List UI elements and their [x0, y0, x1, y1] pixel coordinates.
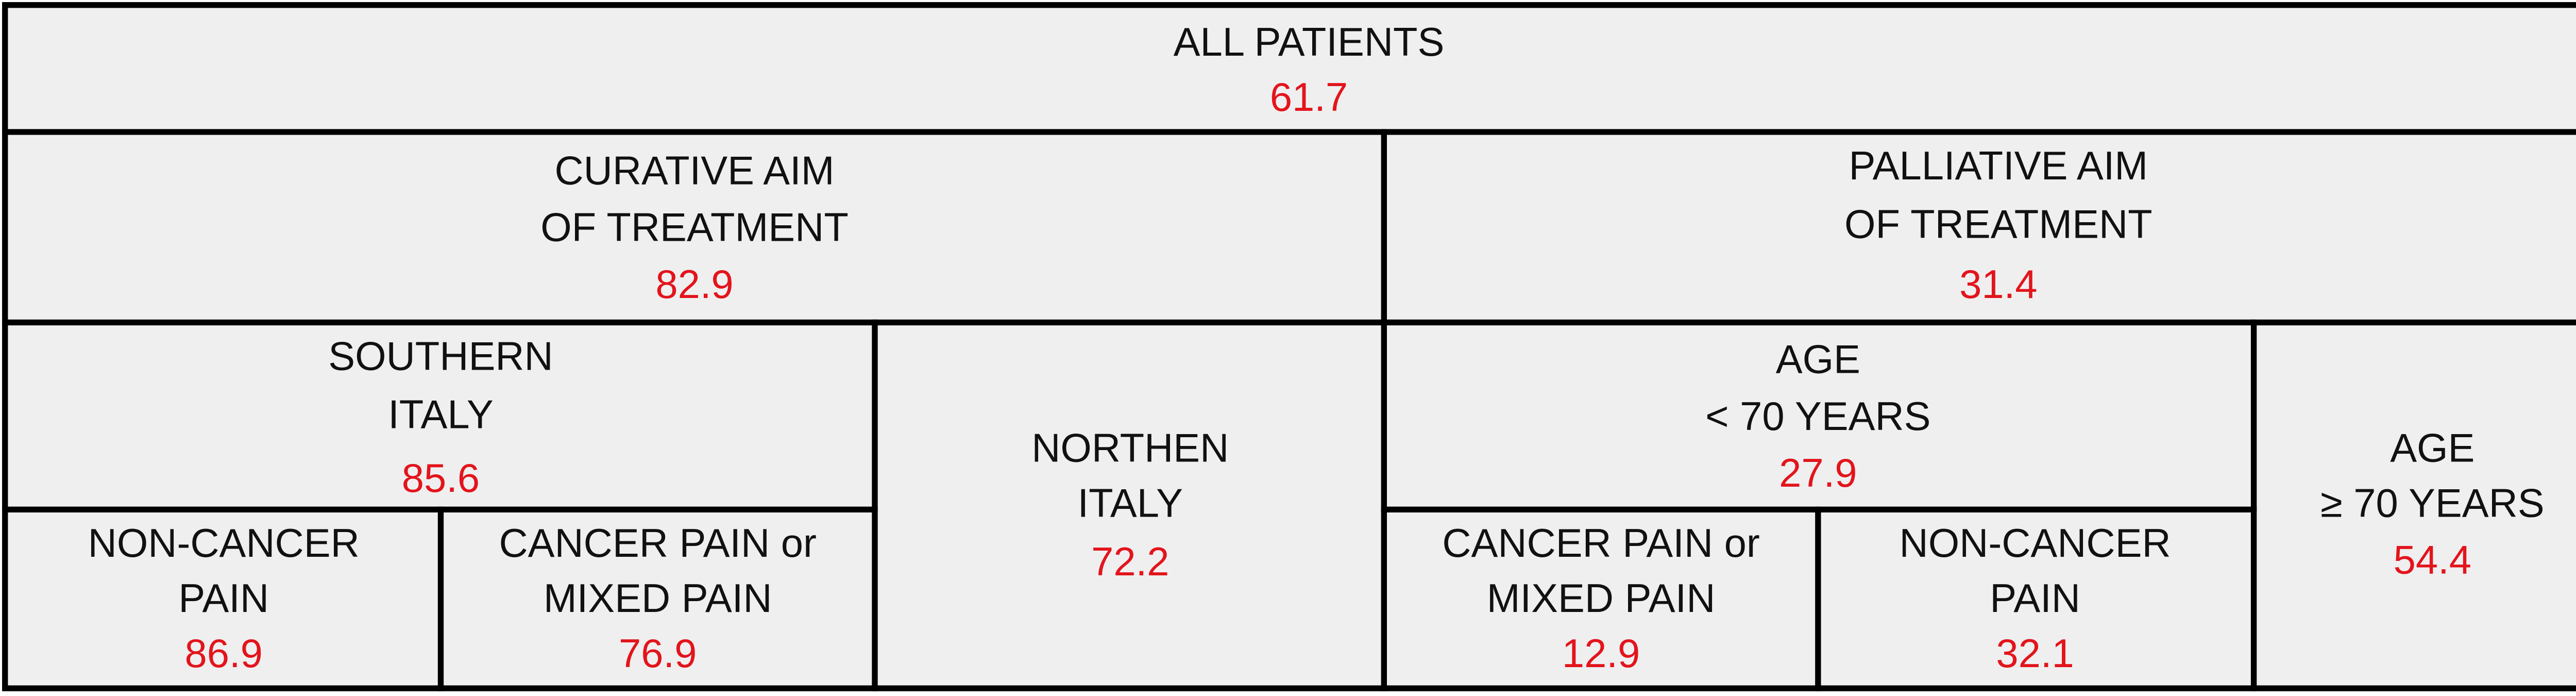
- node-value: 61.7: [1270, 75, 1348, 120]
- node-label: MIXED PAIN: [1487, 576, 1716, 621]
- node-label: ALL PATIENTS: [1174, 20, 1445, 64]
- node-label: PAIN: [178, 576, 269, 621]
- node-value: 54.4: [2394, 538, 2471, 583]
- node-label: ITALY: [1077, 481, 1183, 525]
- node-value: 76.9: [619, 632, 697, 676]
- node-value: 72.2: [1091, 540, 1169, 584]
- node-label: < 70 YEARS: [1705, 394, 1930, 439]
- node-label: OF TREATMENT: [1844, 202, 2153, 246]
- node-label: MIXED PAIN: [544, 576, 772, 621]
- node-label: OF TREATMENT: [540, 206, 849, 250]
- node-value: 27.9: [1779, 451, 1857, 495]
- node-value: 82.9: [655, 262, 733, 307]
- node-label: CANCER PAIN or: [499, 521, 816, 566]
- node-value: 31.4: [1959, 262, 2037, 307]
- node-label: SOUTHERN: [328, 334, 553, 378]
- node-label: ITALY: [388, 393, 494, 437]
- node-label: ≥ 70 YEARS: [2320, 481, 2545, 525]
- node-label: AGE: [1776, 338, 1860, 382]
- node-value: 12.9: [1562, 632, 1640, 676]
- node-label: CURATIVE AIM: [555, 149, 835, 193]
- node-label: AGE: [2390, 426, 2475, 470]
- node-label: CANCER PAIN or: [1442, 521, 1759, 566]
- node-label: PALLIATIVE AIM: [1849, 144, 2148, 188]
- node-value: 32.1: [1996, 632, 2074, 676]
- node-value: 85.6: [402, 456, 480, 501]
- node-label: NORTHEN: [1031, 426, 1229, 470]
- node-label: NON-CANCER: [88, 521, 360, 566]
- node-label: PAIN: [1990, 576, 2080, 621]
- node-value: 86.9: [185, 632, 263, 676]
- node-label: NON-CANCER: [1900, 521, 2171, 566]
